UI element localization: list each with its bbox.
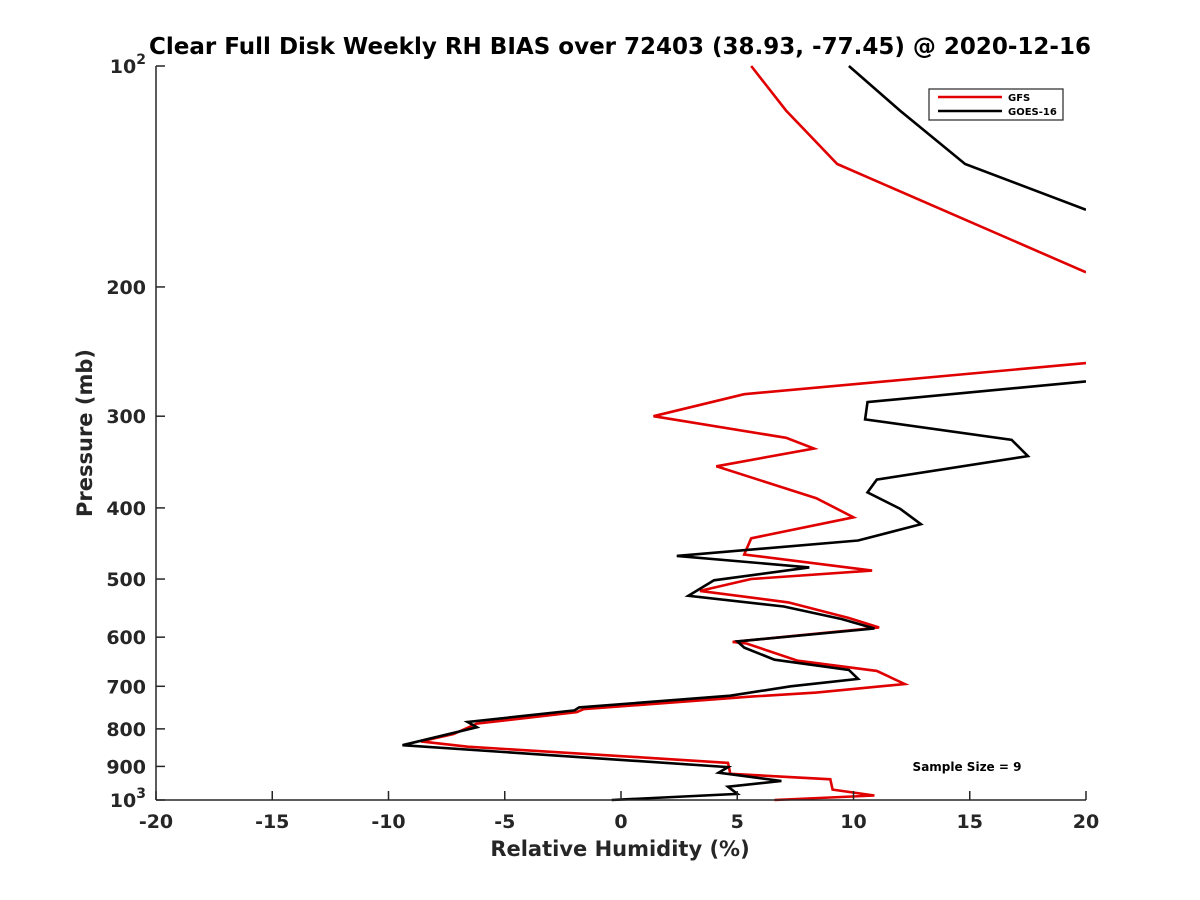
x-tick-label: -10: [371, 811, 405, 833]
legend-label-gfs: GFS: [1008, 93, 1030, 104]
y-tick-label: 500: [106, 569, 146, 591]
x-tick-label: -15: [255, 811, 289, 833]
y-axis-ticks: 102 200 300 400 500 600 700 800 900 103: [106, 52, 165, 812]
y-tick-label: 400: [106, 498, 146, 520]
chart-title: Clear Full Disk Weekly RH BIAS over 7240…: [149, 34, 1091, 60]
y-tick-label: 103: [110, 786, 146, 812]
x-tick-label: -20: [139, 811, 173, 833]
x-axis-ticks: -20 -15 -10 -5 0 5 10 15 20: [139, 791, 1099, 833]
y-tick-label: 900: [106, 756, 146, 778]
y-tick-label: 700: [106, 676, 146, 698]
y-axis-label: Pressure (mb): [73, 349, 97, 517]
x-axis-label: Relative Humidity (%): [490, 837, 749, 861]
legend-box: [928, 88, 1064, 121]
y-tick-label: 600: [106, 627, 146, 649]
x-tick-label: 15: [957, 811, 983, 833]
sample-size-annotation: Sample Size = 9: [913, 760, 1022, 774]
series-line-goes16-1: [402, 380, 1086, 802]
series-line-gfs-1: [420, 361, 1086, 802]
x-tick-label: 20: [1073, 811, 1099, 833]
y-tick-label: 800: [106, 719, 146, 741]
series-line-gfs-0: [750, 65, 1086, 274]
x-tick-label: 0: [614, 811, 627, 833]
y-tick-label: 102: [110, 52, 146, 78]
series-line-goes16-0: [848, 65, 1086, 212]
legend-label-goes16: GOES-16: [1008, 107, 1057, 118]
y-tick-label: 200: [106, 277, 146, 299]
x-tick-label: 5: [731, 811, 744, 833]
y-tick-label: 300: [106, 406, 146, 428]
series-layer: [402, 65, 1086, 802]
legend: GFS GOES-16: [928, 88, 1064, 121]
x-tick-label: 10: [840, 811, 866, 833]
x-tick-label: -5: [494, 811, 515, 833]
